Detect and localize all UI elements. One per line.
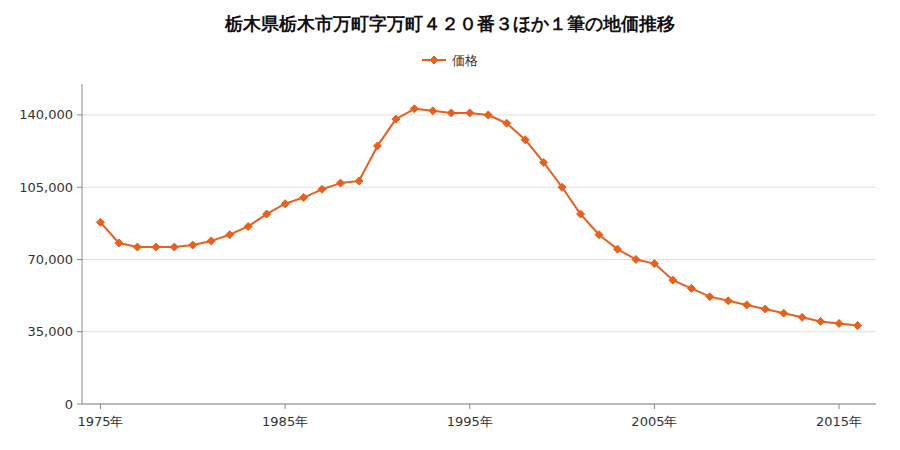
point — [761, 305, 769, 313]
y-tick — [77, 404, 82, 405]
point — [337, 179, 345, 187]
x-tick-label: 2015年 — [816, 414, 862, 429]
point — [96, 218, 104, 226]
point — [263, 210, 271, 218]
x-tick-label: 1985年 — [262, 414, 308, 429]
point — [484, 111, 492, 119]
chart: 栃木県栃木市万町字万町４２０番３ほか１筆の地価推移 0 35,000 70,000 10… — [0, 0, 900, 450]
point — [835, 319, 843, 327]
point — [410, 105, 418, 113]
point — [189, 241, 197, 249]
legend-marker — [430, 56, 438, 64]
y-tick — [77, 259, 82, 260]
plot-area — [96, 105, 861, 330]
point — [521, 136, 529, 144]
x-tick-label: 2005年 — [631, 414, 677, 429]
axes: 0 35,000 70,000 105,000 140,000 1975年 1985年 199… — [19, 84, 876, 429]
point — [724, 297, 732, 305]
x-tick — [285, 404, 286, 409]
point — [170, 243, 178, 251]
title: 栃木県栃木市万町字万町４２０番３ほか１筆の地価推移 — [224, 13, 675, 34]
x-tick — [100, 404, 101, 409]
point — [133, 243, 141, 251]
point — [152, 243, 160, 251]
grid-line — [82, 404, 876, 405]
legend-item: 価格 — [422, 53, 478, 68]
point — [854, 322, 862, 330]
point — [743, 301, 751, 309]
point — [207, 237, 215, 245]
point — [558, 183, 566, 191]
point — [466, 109, 474, 117]
point — [281, 200, 289, 208]
point — [706, 293, 714, 301]
y-tick-label: 140,000 — [19, 107, 73, 122]
point — [226, 231, 234, 239]
x-tick — [654, 404, 655, 409]
point — [780, 309, 788, 317]
point — [595, 231, 603, 239]
legend-label: 価格 — [452, 53, 478, 68]
point — [577, 210, 585, 218]
point — [115, 239, 123, 247]
y-tick — [77, 331, 82, 332]
point — [355, 177, 363, 185]
point — [632, 255, 640, 263]
point — [687, 284, 695, 292]
point — [540, 158, 548, 166]
y-tick — [77, 114, 82, 115]
y-tick — [77, 187, 82, 188]
point — [447, 109, 455, 117]
point — [429, 107, 437, 115]
series-line — [100, 109, 857, 326]
x-tick-label: 1995年 — [447, 414, 493, 429]
grid-line — [82, 331, 876, 332]
y-axis-line — [82, 84, 83, 404]
y-tick-label: 70,000 — [28, 252, 74, 267]
point — [798, 313, 806, 321]
point — [318, 185, 326, 193]
point — [503, 119, 511, 127]
x-tick — [469, 404, 470, 409]
point — [392, 115, 400, 123]
point — [373, 142, 381, 150]
point — [669, 276, 677, 284]
point — [650, 260, 658, 268]
point — [300, 194, 308, 202]
grid-line — [82, 187, 876, 188]
legend: 価格 — [422, 53, 478, 68]
x-tick — [839, 404, 840, 409]
point — [244, 222, 252, 230]
x-axis-line — [82, 404, 876, 405]
y-tick-label: 0 — [65, 397, 73, 412]
point — [613, 245, 621, 253]
point — [817, 317, 825, 325]
y-tick-label: 35,000 — [28, 324, 74, 339]
y-tick-label: 105,000 — [19, 180, 73, 195]
grid — [82, 115, 876, 404]
grid-line — [82, 259, 876, 260]
x-tick-label: 1975年 — [77, 414, 123, 429]
